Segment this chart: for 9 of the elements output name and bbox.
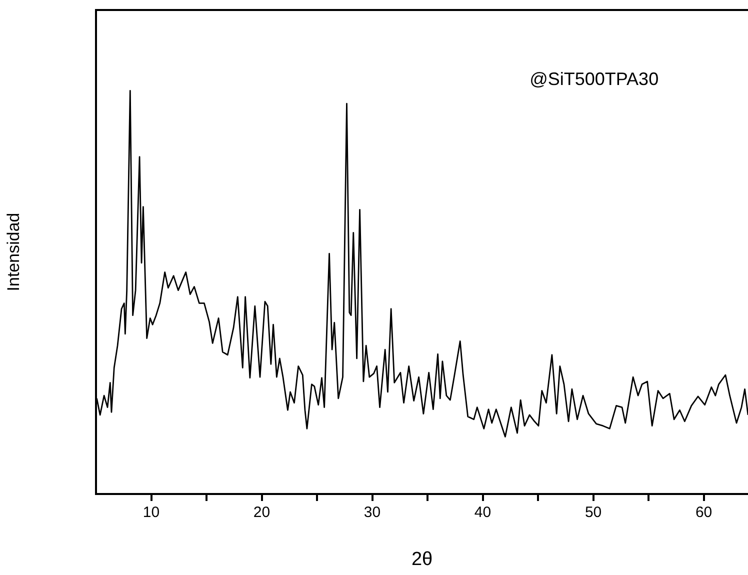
x-tick-label: 20 [253, 504, 270, 522]
x-tick-label: 30 [364, 504, 381, 522]
x-axis-title: 2θ [411, 548, 433, 570]
x-tick-label: 50 [584, 504, 602, 522]
x-tick-label: 40 [474, 504, 492, 522]
x-tick-label: 60 [695, 504, 712, 522]
text: @SiT500TPA30 [530, 68, 659, 89]
x-tick-label: 10 [142, 504, 160, 522]
y-axis-title: Intensidad [4, 212, 23, 292]
